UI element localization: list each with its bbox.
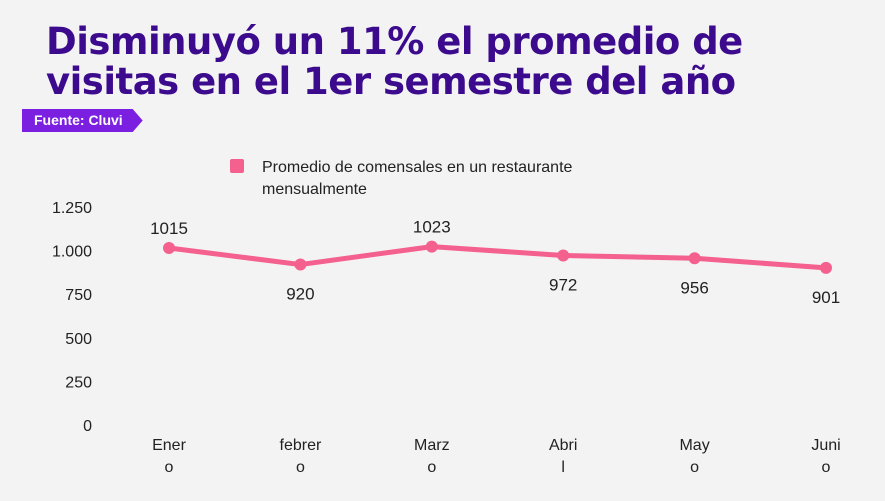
y-tick-label: 500 [65,331,92,348]
data-point [820,261,832,274]
data-label: 972 [549,275,577,294]
data-label: 956 [680,278,708,297]
data-point [163,241,175,254]
y-axis: 0 250 500 750 1.000 1.250 [52,200,92,435]
data-point [557,249,570,262]
source-tag: Fuente: Cluvi [22,109,143,132]
legend-swatch [230,159,244,173]
x-tick-label: Abri l [549,437,577,476]
data-point [688,252,701,265]
chart-title-line-2: visitas en el 1er semestre del año [46,60,736,103]
data-label: 1015 [150,219,188,238]
legend-label: Promedio de comensales en un restaurante… [262,157,662,201]
data-label: 920 [286,285,314,304]
y-tick-label: 1.000 [52,244,92,261]
data-label: 901 [812,288,840,307]
y-tick-label: 250 [65,374,92,391]
data-point [294,258,307,271]
y-tick-label: 0 [83,418,92,435]
data-label: 1023 [413,218,451,237]
y-tick-label: 1.250 [52,200,92,217]
x-tick-label: Ener o [152,437,186,476]
x-tick-label: febrer o [280,437,322,476]
legend-label-line-2: mensualmente [262,181,367,198]
x-tick-label: Marz o [414,437,450,476]
x-axis: Ener o febrer o Marz o Abri l May o Juni o [152,437,841,476]
chart-title: Disminuyó un 11% el promedio de visitas … [46,22,866,102]
x-tick-label: May o [679,437,709,476]
chart-title-line-1: Disminuyó un 11% el promedio de [46,20,743,63]
series-line [166,244,829,271]
x-tick-label: Juni o [811,437,840,476]
y-tick-label: 750 [65,287,92,304]
data-point [425,240,438,253]
legend-label-line-1: Promedio de comensales en un restaurante [262,159,573,176]
series-group: 1015 920 1023 972 956 901 [150,218,840,307]
